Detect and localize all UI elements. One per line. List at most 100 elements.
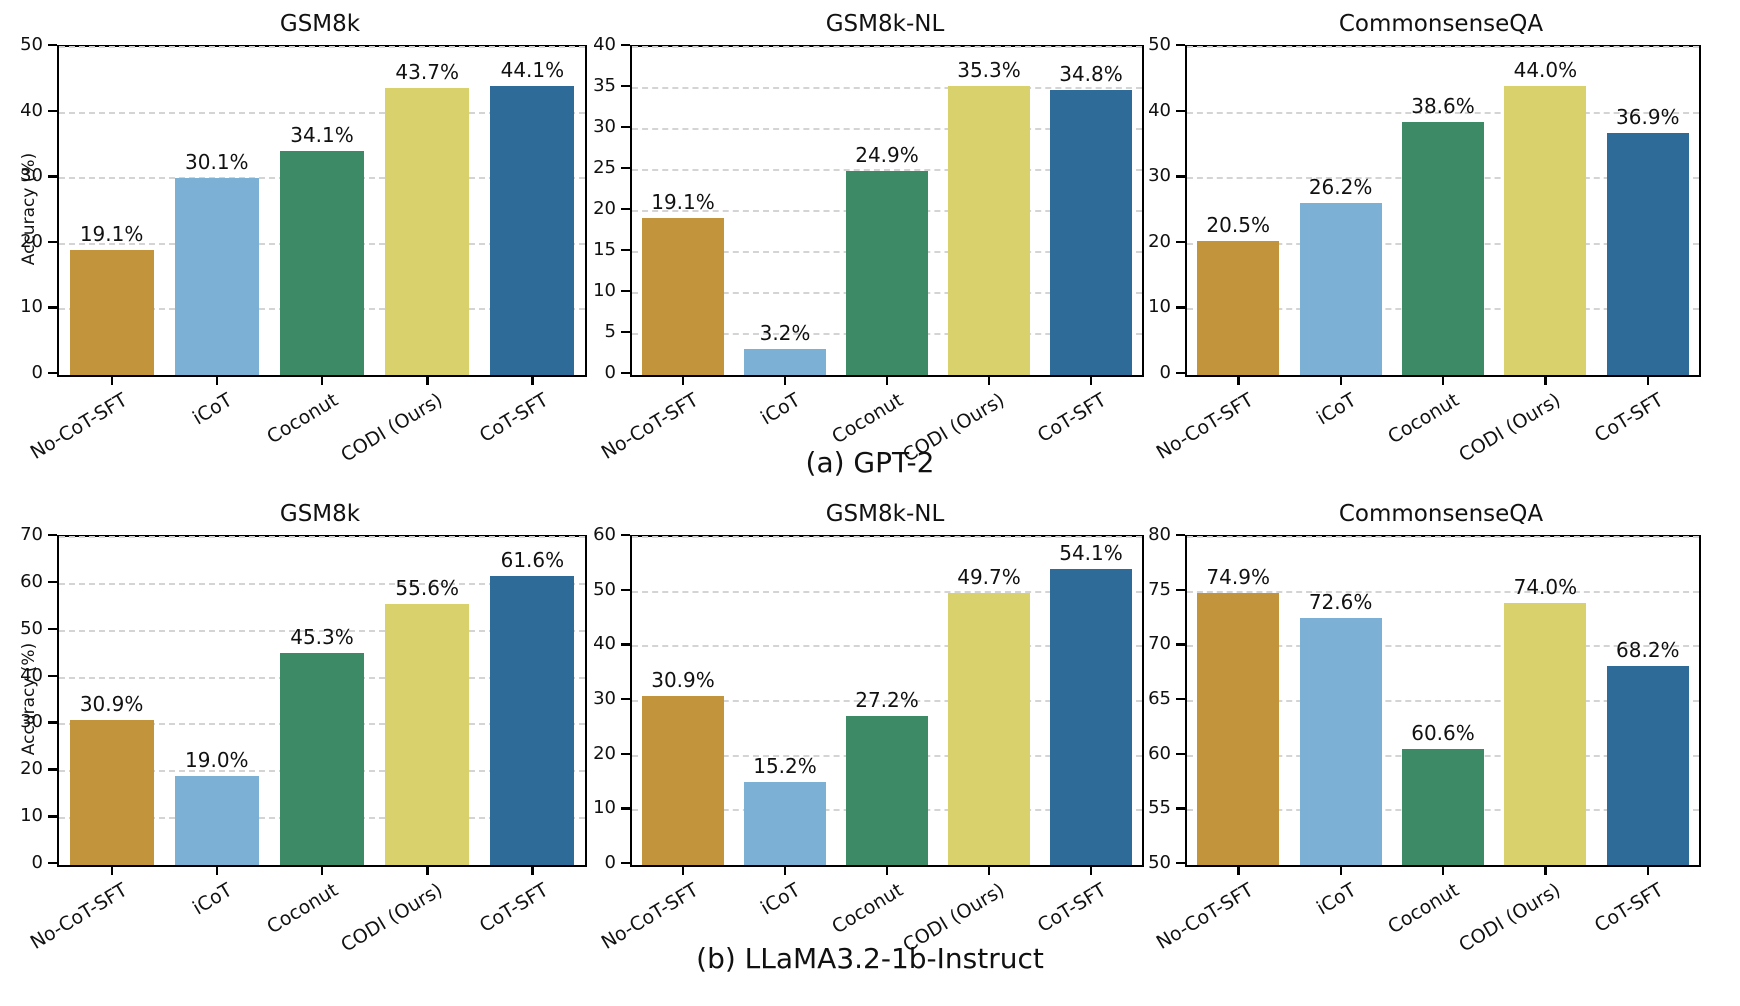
bar	[1050, 569, 1132, 865]
bar	[1402, 121, 1484, 375]
y-tick-label: 50	[1148, 34, 1171, 55]
x-tick-label: iCoT	[1312, 879, 1360, 920]
y-axis-tick	[1176, 588, 1185, 592]
x-axis-tick	[110, 867, 113, 875]
y-axis-tick	[1176, 44, 1185, 47]
y-tick-label: 50	[593, 578, 616, 600]
gridline	[632, 128, 1142, 130]
y-tick-label: 20	[20, 758, 43, 780]
x-axis-tick	[784, 867, 787, 875]
y-axis-tick	[48, 372, 57, 375]
gridline	[59, 111, 585, 114]
y-axis-tick	[48, 862, 57, 865]
plot-area: 30.9% 19.0% 45.3% 55.6% 61.6%	[57, 535, 587, 867]
y-axis-tick	[1176, 752, 1185, 756]
bar	[744, 348, 826, 375]
bar-value-label: 35.3%	[957, 57, 1021, 82]
y-axis-tick	[621, 208, 630, 211]
x-tick-label: Coconut	[262, 389, 342, 449]
x-axis-tick	[988, 377, 991, 385]
x-axis-tick	[886, 867, 889, 875]
x-axis-tick	[988, 867, 991, 875]
x-axis-tick	[426, 867, 429, 875]
row-caption-llama: (b) LLaMA3.2-1b-Instruct	[696, 942, 1044, 975]
bar	[1197, 592, 1280, 865]
bar-value-label: 72.6%	[1308, 589, 1373, 614]
y-tick-label: 10	[1148, 296, 1171, 318]
bar	[1299, 203, 1382, 375]
y-axis-tick	[48, 721, 57, 724]
y-axis-tick	[621, 85, 630, 88]
bar-value-label: 19.1%	[79, 221, 144, 246]
x-axis-tick	[1339, 867, 1342, 875]
bar-value-label: 34.1%	[290, 123, 354, 148]
bar-value-label: 74.9%	[1206, 564, 1270, 589]
y-tick-label: 40	[20, 664, 43, 686]
x-axis-tick	[682, 377, 685, 385]
bar-value-label: 26.2%	[1308, 175, 1373, 200]
y-tick-label: 70	[1148, 633, 1171, 655]
y-tick-label: 60	[593, 524, 616, 545]
y-axis-tick	[48, 674, 57, 677]
y-tick-label: 60	[20, 570, 43, 592]
x-tick-label: Coconut	[1383, 389, 1463, 449]
y-axis-tick	[48, 240, 57, 244]
y-axis-tick	[621, 698, 630, 701]
bar-value-label: 20.5%	[1206, 212, 1270, 237]
bar	[948, 593, 1030, 865]
y-tick-label: 60	[1148, 742, 1171, 764]
bar	[846, 716, 928, 865]
y-axis-tick	[1176, 109, 1185, 112]
y-tick-label: 40	[20, 99, 43, 121]
bar	[490, 85, 575, 375]
x-tick-label: iCoT	[757, 389, 805, 430]
bar-value-label: 61.6%	[500, 548, 565, 573]
gridline	[632, 590, 1142, 593]
y-axis-tick	[621, 534, 630, 537]
y-axis-tick	[1176, 240, 1185, 244]
y-tick-label: 20	[20, 230, 43, 252]
y-tick-label: 20	[593, 198, 616, 219]
x-tick-label: CoT-SFT	[1033, 879, 1111, 937]
x-tick-label: Coconut	[827, 879, 907, 939]
chart-title: GSM8k-NL	[825, 11, 945, 37]
chart-title: CommonsenseQA	[1338, 501, 1544, 527]
gridline	[1187, 645, 1699, 648]
x-axis-tick	[1646, 867, 1650, 875]
bar-value-label: 30.9%	[651, 668, 715, 693]
y-tick-label: 0	[604, 362, 616, 383]
x-axis-tick	[110, 377, 113, 385]
y-axis-tick	[48, 175, 57, 178]
x-axis-tick	[321, 867, 324, 875]
y-tick-label: 65	[1148, 688, 1171, 709]
plot-area: 20.5% 26.2% 38.6% 44.0% 36.9%	[1185, 45, 1701, 377]
y-axis-tick	[621, 862, 630, 865]
bar-value-label: 74.0%	[1513, 574, 1578, 599]
x-tick-label: Coconut	[1383, 879, 1463, 939]
bar-value-label: 24.9%	[855, 142, 919, 167]
y-axis-tick	[621, 44, 630, 47]
y-axis-tick	[1176, 698, 1185, 701]
x-axis-tick	[784, 377, 787, 385]
y-axis-tick	[1176, 306, 1185, 309]
bar-value-label: 19.0%	[185, 747, 249, 772]
x-axis-tick	[682, 867, 685, 875]
x-axis-tick	[1442, 377, 1445, 385]
x-axis-tick	[886, 377, 889, 385]
x-tick-label: iCoT	[188, 879, 237, 920]
bar	[1050, 89, 1132, 375]
bar	[385, 604, 470, 865]
bar	[174, 775, 259, 865]
x-axis-tick	[531, 867, 534, 875]
y-tick-label: 20	[1148, 230, 1171, 252]
x-axis-tick	[1237, 867, 1240, 875]
y-axis-tick	[621, 167, 630, 170]
bar	[1197, 240, 1280, 375]
x-tick-label: iCoT	[188, 389, 237, 430]
y-tick-label: 0	[1159, 362, 1171, 383]
y-tick-label: 0	[31, 362, 43, 383]
x-tick-label: CoT-SFT	[1590, 389, 1668, 447]
x-tick-label: CoT-SFT	[1590, 879, 1668, 937]
y-tick-label: 15	[593, 239, 616, 260]
y-axis-tick	[1176, 534, 1185, 537]
